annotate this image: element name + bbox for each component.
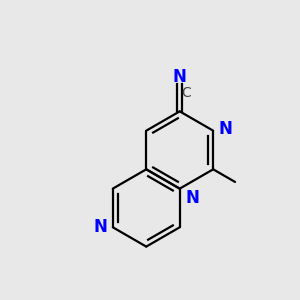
- Text: N: N: [218, 120, 233, 138]
- Text: C: C: [181, 86, 191, 100]
- Text: N: N: [173, 68, 187, 85]
- Text: N: N: [94, 218, 107, 236]
- Text: N: N: [185, 189, 199, 207]
